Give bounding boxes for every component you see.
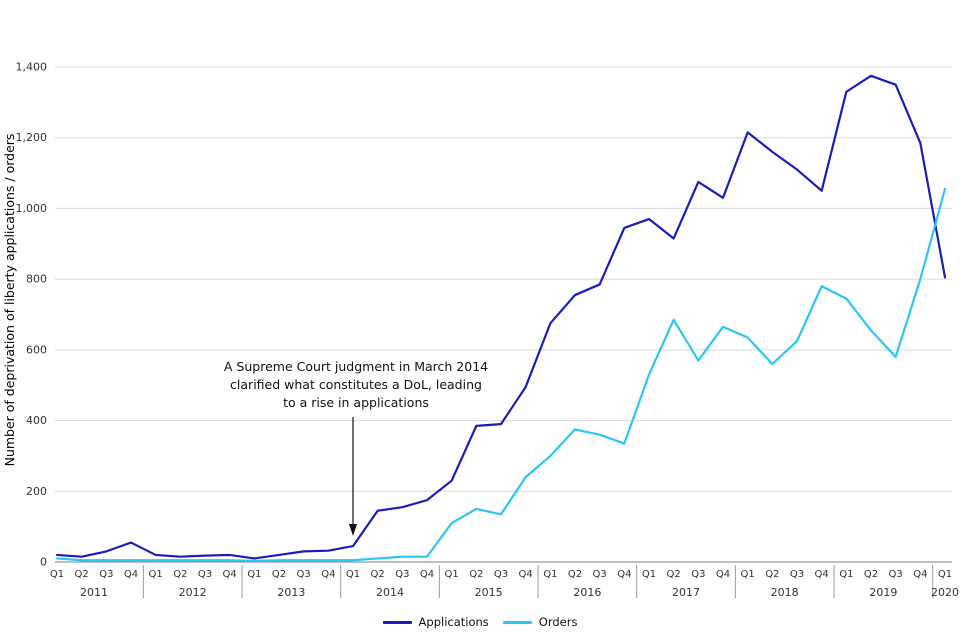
x-tick-label: Q1 bbox=[445, 569, 459, 580]
x-tick-label: Q3 bbox=[198, 569, 212, 580]
x-tick-label: Q3 bbox=[494, 569, 508, 580]
y-tick-label: 200 bbox=[26, 485, 47, 498]
year-label: 2014 bbox=[376, 586, 404, 599]
x-tick-label: Q1 bbox=[149, 569, 163, 580]
x-tick-label: Q1 bbox=[247, 569, 261, 580]
annotation-text: clarified what constitutes a DoL, leadin… bbox=[230, 377, 482, 392]
applications-line-swatch bbox=[382, 620, 412, 624]
x-tick-label: Q4 bbox=[617, 569, 631, 580]
x-tick-label: Q1 bbox=[346, 569, 360, 580]
x-tick-label: Q1 bbox=[50, 569, 64, 580]
year-label: 2015 bbox=[475, 586, 503, 599]
y-axis-label: Number of deprivation of liberty applica… bbox=[2, 134, 17, 467]
x-tick-label: Q2 bbox=[272, 569, 286, 580]
annotation-arrowhead bbox=[349, 524, 357, 536]
orders-line bbox=[55, 187, 947, 563]
x-tick-label: Q1 bbox=[543, 569, 557, 580]
x-tick-label: Q4 bbox=[519, 569, 533, 580]
x-tick-label: Q3 bbox=[297, 569, 311, 580]
x-tick-label: Q4 bbox=[124, 569, 138, 580]
x-tick-label: Q3 bbox=[99, 569, 113, 580]
year-label: 2013 bbox=[277, 586, 305, 599]
year-label: 2018 bbox=[771, 586, 799, 599]
y-tick-label: 1,400 bbox=[16, 61, 48, 74]
x-tick-label: Q2 bbox=[75, 569, 89, 580]
x-tick-label: Q2 bbox=[765, 569, 779, 580]
orders-line-swatch bbox=[502, 620, 532, 624]
x-tick-label: Q2 bbox=[667, 569, 681, 580]
x-tick-label: Q3 bbox=[790, 569, 804, 580]
x-tick-label: Q4 bbox=[420, 569, 434, 580]
x-tick-label: Q3 bbox=[593, 569, 607, 580]
x-tick-label: Q2 bbox=[173, 569, 187, 580]
legend-item-orders: Orders bbox=[502, 615, 578, 629]
y-tick-label: 0 bbox=[40, 556, 47, 569]
year-label: 2020 bbox=[931, 586, 959, 599]
x-tick-label: Q4 bbox=[223, 569, 237, 580]
legend-item-applications: Applications bbox=[382, 615, 489, 629]
year-label: 2016 bbox=[573, 586, 601, 599]
year-label: 2019 bbox=[869, 586, 897, 599]
x-tick-label: Q4 bbox=[716, 569, 730, 580]
y-tick-label: 400 bbox=[26, 414, 47, 427]
x-tick-label: Q2 bbox=[371, 569, 385, 580]
y-tick-label: 600 bbox=[26, 343, 47, 356]
x-tick-label: Q4 bbox=[815, 569, 829, 580]
x-tick-label: Q1 bbox=[642, 569, 656, 580]
x-tick-label: Q3 bbox=[691, 569, 705, 580]
annotation-text: A Supreme Court judgment in March 2014 bbox=[224, 359, 488, 374]
y-tick-label: 1,000 bbox=[16, 202, 48, 215]
legend-label-orders: Orders bbox=[538, 615, 578, 629]
applications-line bbox=[55, 74, 947, 560]
x-tick-label: Q2 bbox=[568, 569, 582, 580]
legend-label-applications: Applications bbox=[418, 615, 489, 629]
y-tick-label: 800 bbox=[26, 273, 47, 286]
x-tick-label: Q1 bbox=[741, 569, 755, 580]
annotation-text: to a rise in applications bbox=[283, 395, 429, 410]
x-tick-label: Q2 bbox=[864, 569, 878, 580]
y-tick-label: 1,200 bbox=[16, 131, 48, 144]
x-tick-label: Q4 bbox=[321, 569, 335, 580]
x-tick-label: Q4 bbox=[913, 569, 927, 580]
x-tick-label: Q3 bbox=[395, 569, 409, 580]
x-tick-label: Q1 bbox=[839, 569, 853, 580]
x-tick-label: Q1 bbox=[938, 569, 952, 580]
chart-legend: Applications Orders bbox=[0, 615, 960, 629]
x-tick-label: Q3 bbox=[889, 569, 903, 580]
year-label: 2017 bbox=[672, 586, 700, 599]
year-label: 2011 bbox=[80, 586, 108, 599]
year-label: 2012 bbox=[179, 586, 207, 599]
x-tick-label: Q2 bbox=[469, 569, 483, 580]
